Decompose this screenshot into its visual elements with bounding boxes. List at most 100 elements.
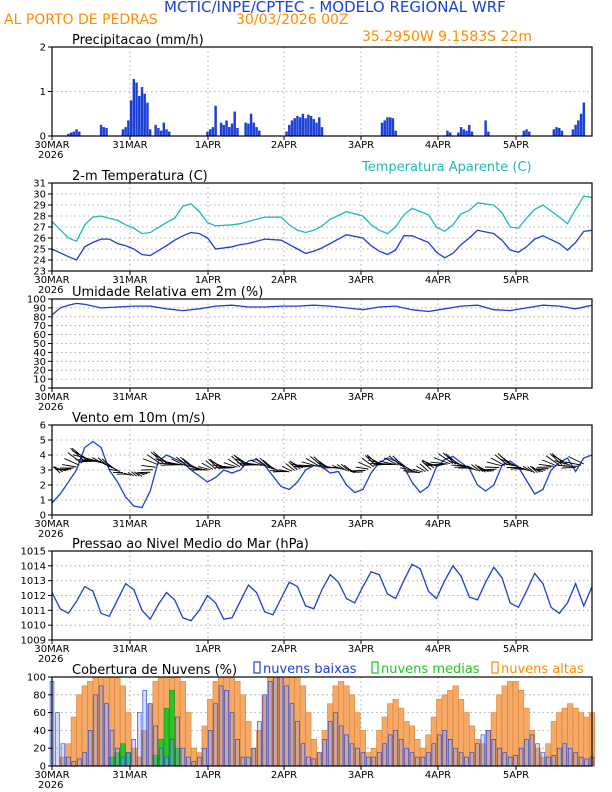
nuvens-baixas-bar [273,676,278,767]
nuvens-baixas-bar [349,743,355,767]
wind-barb [433,457,451,465]
y-tick-label: 40 [33,726,46,737]
precip-bar [309,115,313,136]
wind-barb [355,466,369,470]
precip-bar [157,127,160,136]
nuvens-baixas-bar [431,743,437,767]
nuvens-baixas-bar [240,756,246,767]
wind-barb [218,467,233,469]
nuvens-baixas-bar [295,721,300,767]
wind-barb [561,466,576,469]
wind-barb [134,471,140,477]
precip-bar [135,82,138,136]
x-tick-label: 31MAR [112,275,147,286]
apparent-temp-legend: Temperatura Aparente (C) [361,160,532,175]
wind-barb [466,465,478,472]
precip-bar [168,131,171,136]
wind-barb [336,464,347,472]
nuvens-baixas-bar [491,738,497,767]
x-tick-label: 4APR [425,519,451,530]
precip-bar [320,127,324,136]
nuvens-baixas-bar [169,738,175,767]
precip-bar [383,120,386,136]
y-tick-label: 1 [40,496,46,507]
x-tick-label: 5APR [503,770,529,781]
precip-bar [487,131,490,136]
nuvens-baixas-bar [93,694,98,767]
y-tick-label: 1011 [21,606,46,617]
x-tick-label: 3APR [348,519,374,530]
wind-barb [127,471,135,477]
precip-bar [102,127,106,136]
nuvens-baixas-bar [175,716,180,767]
nuvens-baixas-bar [344,734,349,767]
y-tick-label: 90 [33,303,46,314]
precip-bar [148,129,152,136]
precip-bar [72,131,76,136]
y-tick-label: 2 [40,481,46,492]
wind-barb [64,458,80,466]
wind-panel: 0 1 2 3 4 5 6 30MAR 31MAR 1APR 2APR 3APR 4APR 5APR 202… [34,411,593,540]
x-tick-label: 1APR [195,140,221,151]
nuvens-baixas-bar [322,738,327,767]
wind-barb [106,464,118,471]
y-tick-label: 1012 [21,591,46,602]
wind-barb [332,465,344,471]
y-tick-label: 60 [33,708,46,719]
nuvens-baixas-bar [115,747,120,767]
nuvens-baixas-bar [284,685,289,767]
nuvens-baixas-bar [507,756,513,767]
nuvens-baixas-bar [142,690,147,767]
wind-barb [171,458,186,467]
y-tick-label: 2 [40,43,46,54]
precip-bar [394,130,397,136]
clouds-title: Cobertura de Nuvens (%) [72,663,237,678]
precip-bar [159,130,163,136]
wind-barb [301,461,317,467]
nuvens-baixas-bar [311,758,317,767]
nuvens-baixas-bar [497,747,502,767]
nuvens-baixas-bar [546,756,551,767]
nuvens-baixas-bar [551,755,557,767]
precip-bar [162,122,166,136]
legend-label: nuvens baixas [263,662,357,677]
precip-bar [446,130,449,136]
y-tick-label: 0 [40,511,46,522]
x-tick-label: 30MAR [34,770,69,781]
precip-bar [462,129,466,136]
wind-barb [451,464,467,467]
nuvens-baixas-bar [131,738,137,767]
nuvens-baixas-bar [540,752,546,767]
nuvens-baixas-bar [377,752,382,767]
wind-barb [483,468,497,471]
wind-barb [474,464,484,473]
precip-bar [288,124,291,136]
precip-bar [386,117,389,136]
precip-bar [121,129,125,136]
wind-title: Vento em 10m (m/s) [72,411,205,426]
y-tick-label: 3 [40,466,46,477]
nuvens-baixas-bar [235,738,240,767]
precip-bar [124,127,127,136]
precip-bar [448,132,452,136]
nuvens-baixas-bar [584,758,589,767]
nuvens-baixas-bar [71,761,77,767]
y-tick-label: 100 [27,295,46,306]
wind-barb [527,466,536,474]
precip-bar [247,123,250,136]
nuvens-baixas-bar [317,752,322,767]
nuvens-altas-bar [507,681,514,767]
nuvens-baixas-bar [120,756,126,767]
x-tick-label: 31MAR [112,140,147,151]
legend-label: nuvens medias [381,662,480,677]
pressure-panel: 1009 1010 1011 1012 1013 1014 1015 30MAR 31MAR 1A… [21,537,593,665]
y-tick-label: 29 [33,201,46,212]
wind-barb [412,468,424,473]
precip-bar [206,131,209,136]
precip-bar [219,122,223,136]
nuvens-baixas-bar [55,712,60,767]
nuvens-baixas-bar [60,743,66,767]
precip-bar [233,111,236,136]
y-tick-label: 0 [40,762,46,773]
nuvens-baixas-bar [66,756,71,767]
